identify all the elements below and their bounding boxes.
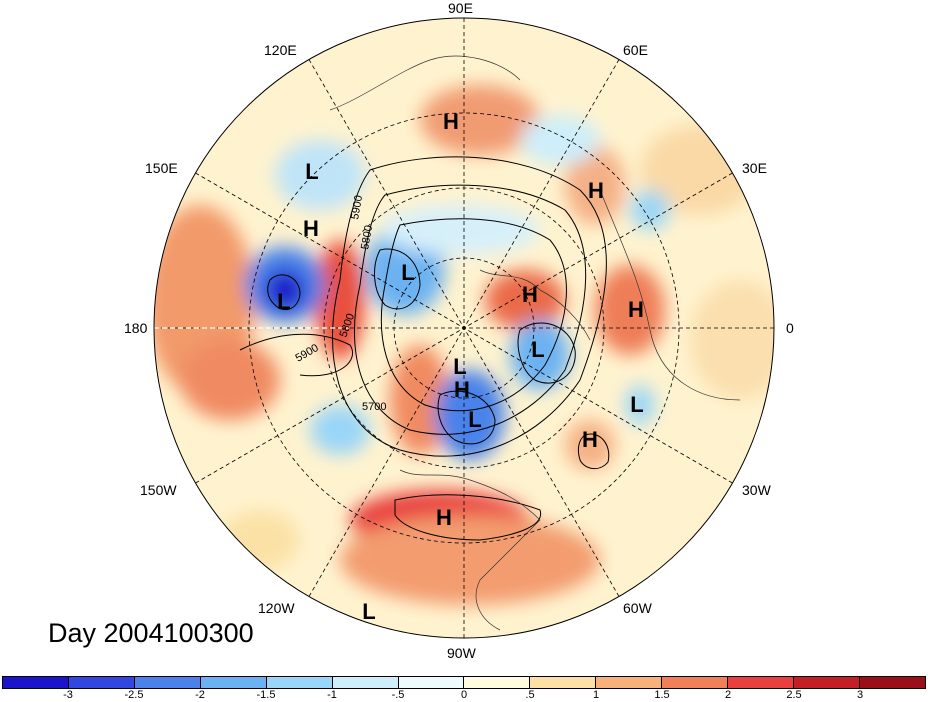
colorbar-segment — [3, 677, 69, 688]
colorbar-tick-label: -3 — [63, 689, 73, 701]
colorbar-tick-label: 1.5 — [654, 689, 670, 701]
contour-label: 5700 — [362, 401, 386, 413]
colorbar-segment — [596, 677, 663, 688]
colorbar-segment — [398, 677, 465, 688]
lon-label-90w: 90W — [447, 645, 476, 661]
colorbar-tick-label: 2.5 — [786, 689, 802, 701]
colorbar-segment — [662, 677, 729, 688]
lon-label-30e: 30E — [742, 160, 767, 176]
contour-label: 5900 — [349, 194, 365, 220]
colorbar-segment — [728, 677, 795, 688]
graticule — [154, 18, 774, 638]
pressure-high-marker: H — [628, 297, 644, 322]
pressure-low-marker: L — [362, 599, 376, 624]
colorbar-segment — [200, 677, 267, 688]
colorbar-tick-label: 3 — [856, 689, 864, 701]
colorbar-tick-label: 2 — [724, 689, 732, 701]
lon-label-60w: 60W — [623, 600, 652, 616]
pressure-high-marker: H — [588, 178, 604, 203]
colorbar-segment — [859, 677, 925, 688]
colorbar-segment — [266, 677, 333, 688]
pressure-high-marker: H — [303, 216, 319, 241]
lon-label-150w: 150W — [140, 482, 177, 498]
lon-label-150e: 150E — [145, 160, 178, 176]
lon-label-180: 180 — [124, 320, 148, 336]
colorbar-tick-label: -2.5 — [124, 689, 144, 701]
colorbar-tick-label: -2 — [195, 689, 205, 701]
colorbar-tick-label: -1.5 — [256, 689, 276, 701]
anomaly-field — [154, 18, 774, 638]
pressure-high-marker: H — [443, 109, 459, 134]
colorbar — [2, 676, 926, 689]
pressure-low-marker: L — [305, 159, 319, 184]
pressure-low-marker: L — [401, 260, 415, 285]
map-boundary — [153, 17, 775, 639]
colorbar-tick-label: -.5 — [391, 689, 405, 701]
colorbar-tick-label: 0 — [460, 689, 468, 701]
lon-label-30w: 30W — [742, 482, 771, 498]
pressure-high-marker: H — [582, 427, 598, 452]
lon-label-120w: 120W — [258, 600, 295, 616]
lon-label-60e: 60E — [623, 42, 648, 58]
coastlines — [329, 55, 741, 631]
pressure-low-marker: L — [453, 354, 467, 379]
colorbar-tick-label: 1 — [592, 689, 600, 701]
lon-label-120e: 120E — [264, 42, 297, 58]
colorbar-segment — [530, 677, 597, 688]
lon-label-0: 0 — [786, 320, 794, 336]
pressure-high-marker: H — [454, 377, 470, 402]
pressure-high-marker: H — [436, 505, 452, 530]
colorbar-segment — [464, 677, 531, 688]
contour-label: 5800 — [359, 224, 375, 250]
colorbar-tick-label: -1 — [327, 689, 337, 701]
colorbar-segment — [68, 677, 135, 688]
lon-label-90e: 90E — [448, 0, 473, 16]
pressure-low-marker: L — [468, 407, 482, 432]
colorbar-segment — [794, 677, 860, 688]
pressure-high-marker: H — [522, 282, 538, 307]
pressure-low-marker: L — [630, 392, 644, 417]
polar-map: 5900 5800 5700 5900 5800 — [153, 17, 775, 639]
date-label: Day 2004100300 — [48, 618, 254, 648]
pressure-low-marker: L — [531, 337, 545, 362]
pressure-low-marker: L — [277, 289, 291, 314]
height-contours — [239, 156, 610, 541]
pressure-low-marker: L — [277, 289, 291, 314]
colorbar-segment — [332, 677, 399, 688]
colorbar-tick-label: .5 — [525, 689, 535, 701]
colorbar-segment — [134, 677, 201, 688]
